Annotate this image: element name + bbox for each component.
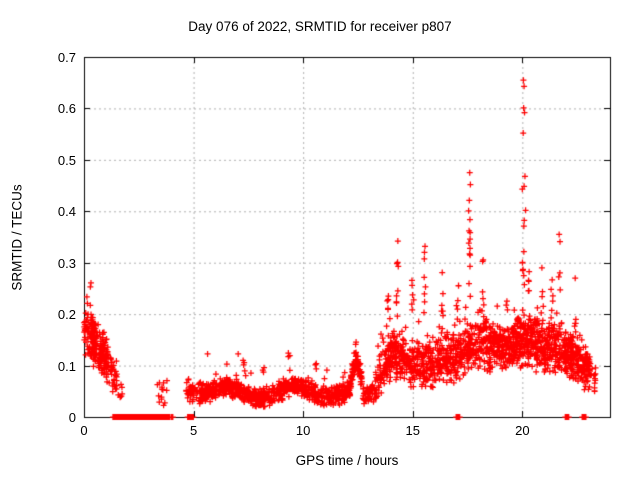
x-tick-label: 10: [295, 423, 311, 438]
x-axis-label: GPS time / hours: [295, 453, 399, 468]
y-tick-label: 0.2: [57, 307, 76, 323]
x-tick-label: 15: [405, 423, 420, 438]
x-tick-label: 20: [515, 423, 530, 438]
chart-title: Day 076 of 2022, SRMTID for receiver p80…: [188, 19, 452, 34]
y-tick-label: 0.3: [57, 255, 76, 271]
x-tick-label: 0: [80, 423, 88, 438]
y-tick-label: 0: [68, 410, 76, 425]
y-tick-label: 0.5: [57, 152, 76, 168]
y-axis-label: SRMTID / TECUs: [9, 184, 25, 291]
y-tick-label: 0.7: [57, 50, 76, 65]
x-tick-label: 5: [189, 423, 198, 438]
y-tick-label: 0.6: [57, 101, 76, 117]
y-tick-label: 0.4: [57, 204, 76, 220]
y-tick-label: 0.1: [57, 358, 76, 374]
